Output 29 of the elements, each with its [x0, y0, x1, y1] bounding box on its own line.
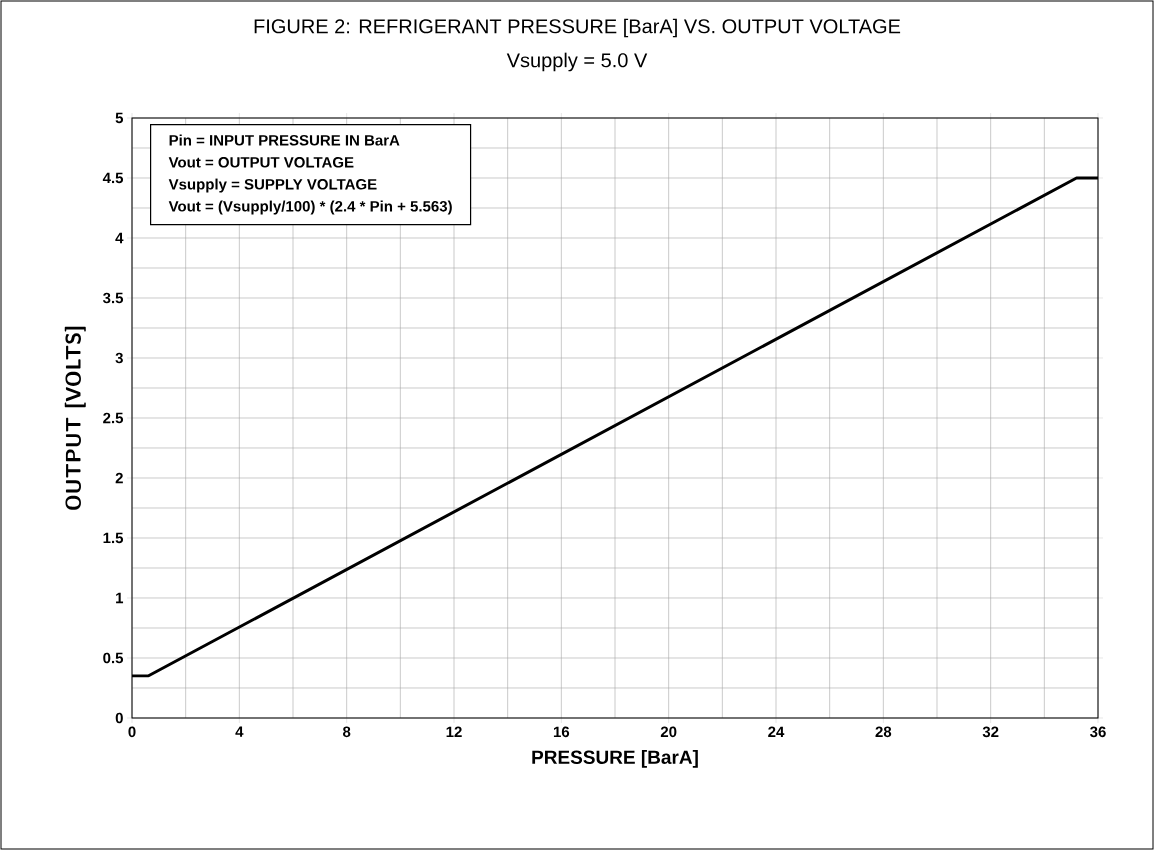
x-tick-label: 24 [768, 726, 785, 737]
annotation: Vout = OUTPUT VOLTAGE [168, 156, 354, 168]
y-tick-label: 2 [115, 472, 123, 484]
annotation: Vsupply = SUPPLY VOLTAGE [168, 178, 377, 193]
y-tick-label: 3.5 [102, 292, 124, 304]
annotation: Vout = (Vsupply/100) * (2.4 * Pin + 5.563) [168, 200, 452, 215]
y-tick-label: 4 [115, 232, 124, 244]
y-tick-label: 1 [116, 592, 124, 604]
y-tick-label: 0.5 [103, 652, 124, 664]
x-tick-label: 12 [446, 726, 462, 737]
x-tick-label: 20 [660, 726, 677, 738]
x-tick-label: 16 [553, 726, 570, 738]
y-axis-title: OUTPUT [VOLTS] [64, 326, 86, 510]
y-tick-label: 1.5 [103, 532, 124, 544]
x-tick-label: 8 [342, 726, 351, 738]
annotation: Pin = INPUT PRESSURE IN BarA [169, 134, 400, 146]
x-tick-label: 32 [982, 726, 999, 738]
y-tick-label: 5 [115, 112, 124, 124]
x-axis-title: PRESSURE [BarA] [532, 750, 698, 768]
y-tick-label: 4.5 [102, 172, 124, 184]
x-tick-label: 0 [128, 726, 136, 738]
x-tick-label: 36 [1090, 726, 1106, 738]
chart-title: FIGURE 2: REFRIGERANT PRESSURE [BarA] VS. OUTPUT VOLTAGE [254, 18, 901, 38]
y-tick-label: 0 [115, 712, 123, 724]
x-tick-label: 28 [875, 726, 892, 738]
y-tick-label: 3 [115, 352, 123, 364]
y-tick-label: 2.5 [103, 412, 124, 424]
chart-subtitle: Vsupply = 5.0 V [506, 52, 648, 72]
x-tick-label: 4 [235, 726, 244, 737]
